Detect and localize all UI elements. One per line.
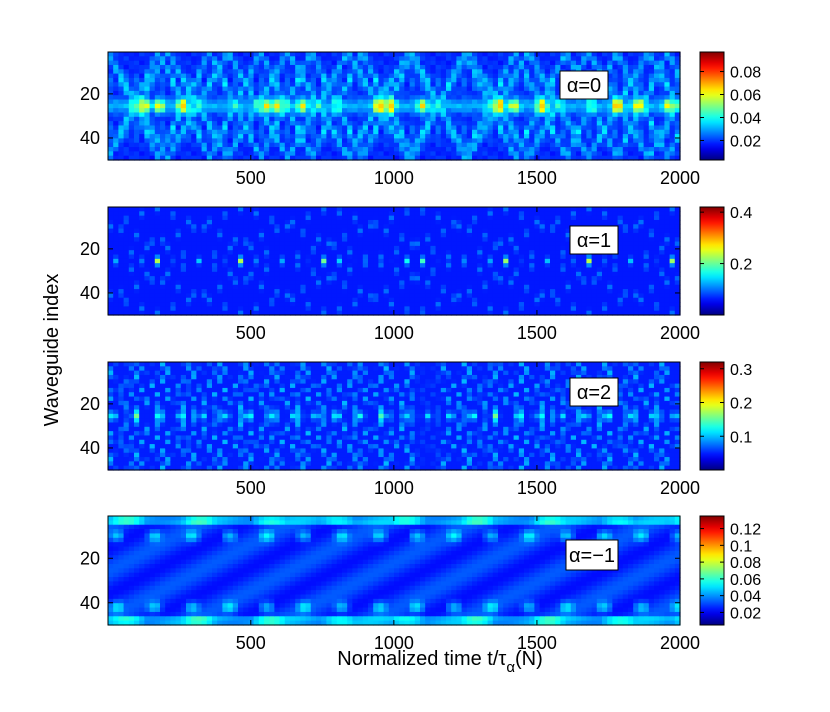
y-axis-label: Waveguide index <box>41 274 63 427</box>
colorbar-tick-label: 0.02 <box>730 133 761 150</box>
colorbar-gradient <box>700 207 724 315</box>
colorbar-gradient <box>700 52 724 160</box>
x-tick-label: 2000 <box>660 478 700 498</box>
colorbar-tick-label: 0.1 <box>730 429 752 446</box>
y-tick-label: 40 <box>80 593 100 613</box>
colorbar-tick-label: 0.2 <box>730 396 752 413</box>
heatmap-cells <box>108 52 681 161</box>
colorbar-tick-label: 0.08 <box>730 65 761 82</box>
x-tick-label: 1000 <box>374 323 414 343</box>
y-tick-label: 20 <box>80 84 100 104</box>
colorbar-tick-label: 0.02 <box>730 605 761 622</box>
panel-label: α=0 <box>567 75 601 97</box>
x-axis-label: Normalized time t/τα(N) <box>337 648 543 676</box>
colorbar-tick-label: 0.06 <box>730 88 761 105</box>
x-tick-label: 500 <box>236 323 266 343</box>
colorbar-tick-label: 0.04 <box>730 589 761 606</box>
x-tick-label: 500 <box>236 633 266 653</box>
colorbar-1: 0.08 0.06 0.04 0.02 <box>700 52 761 160</box>
colorbar-3: 0.3 0.2 0.1 <box>700 362 752 470</box>
colorbar-tick-label: 0.3 <box>730 362 752 379</box>
y-tick-label: 20 <box>80 394 100 414</box>
heatmap-cells <box>108 207 681 316</box>
x-tick-label: 500 <box>236 478 266 498</box>
panel-label: α=−1 <box>569 545 615 567</box>
y-tick-label: 20 <box>80 239 100 259</box>
x-tick-label: 2000 <box>660 168 700 188</box>
colorbar-4: 0.120.10.080.060.040.02 <box>700 516 761 625</box>
x-axis-label-tail: (N) <box>515 648 543 670</box>
y-tick-label: 40 <box>80 438 100 458</box>
x-tick-label: 2000 <box>660 323 700 343</box>
colorbar-tick-label: 0.4 <box>730 205 752 222</box>
colorbar-2: 0.4 0.2 <box>700 205 752 315</box>
colorbar-tick-label: 0.04 <box>730 110 761 127</box>
colorbar-tick-label: 0.1 <box>730 538 752 555</box>
x-tick-label: 1500 <box>517 478 557 498</box>
x-tick-label: 1000 <box>374 168 414 188</box>
x-tick-label: 500 <box>236 168 266 188</box>
x-tick-label: 1500 <box>517 168 557 188</box>
heatmap-panel-3: 500 1000 1500 2000 20 40 α=2 0.3 0.2 0.1 <box>80 362 752 498</box>
panel-label: α=1 <box>577 230 611 252</box>
heatmap-panel-2: 500 1000 1500 2000 20 40 α=1 0.4 0.2 <box>80 205 752 343</box>
panel-label: α=2 <box>577 382 611 404</box>
y-tick-label: 40 <box>80 128 100 148</box>
x-axis-label-sub: α <box>506 659 515 676</box>
y-tick-label: 20 <box>80 548 100 568</box>
y-tick-label: 40 <box>80 283 100 303</box>
colorbar-tick-label: 0.08 <box>730 555 761 572</box>
colorbar-tick-label: 0.2 <box>730 257 752 274</box>
x-tick-label: 1500 <box>517 323 557 343</box>
x-tick-label: 2000 <box>660 633 700 653</box>
colorbar-tick-label: 0.12 <box>730 522 761 539</box>
heatmap-cells <box>108 516 681 626</box>
x-axis-label-main: Normalized time t/τ <box>337 648 506 670</box>
heatmap-panel-1: 500 1000 1500 2000 20 40 α=0 0.08 0.06 0.04 0.02 <box>80 52 761 188</box>
colorbar-gradient <box>700 362 724 470</box>
colorbar-tick-label: 0.06 <box>730 572 761 589</box>
x-tick-label: 1000 <box>374 478 414 498</box>
colorbar-gradient <box>700 516 724 625</box>
